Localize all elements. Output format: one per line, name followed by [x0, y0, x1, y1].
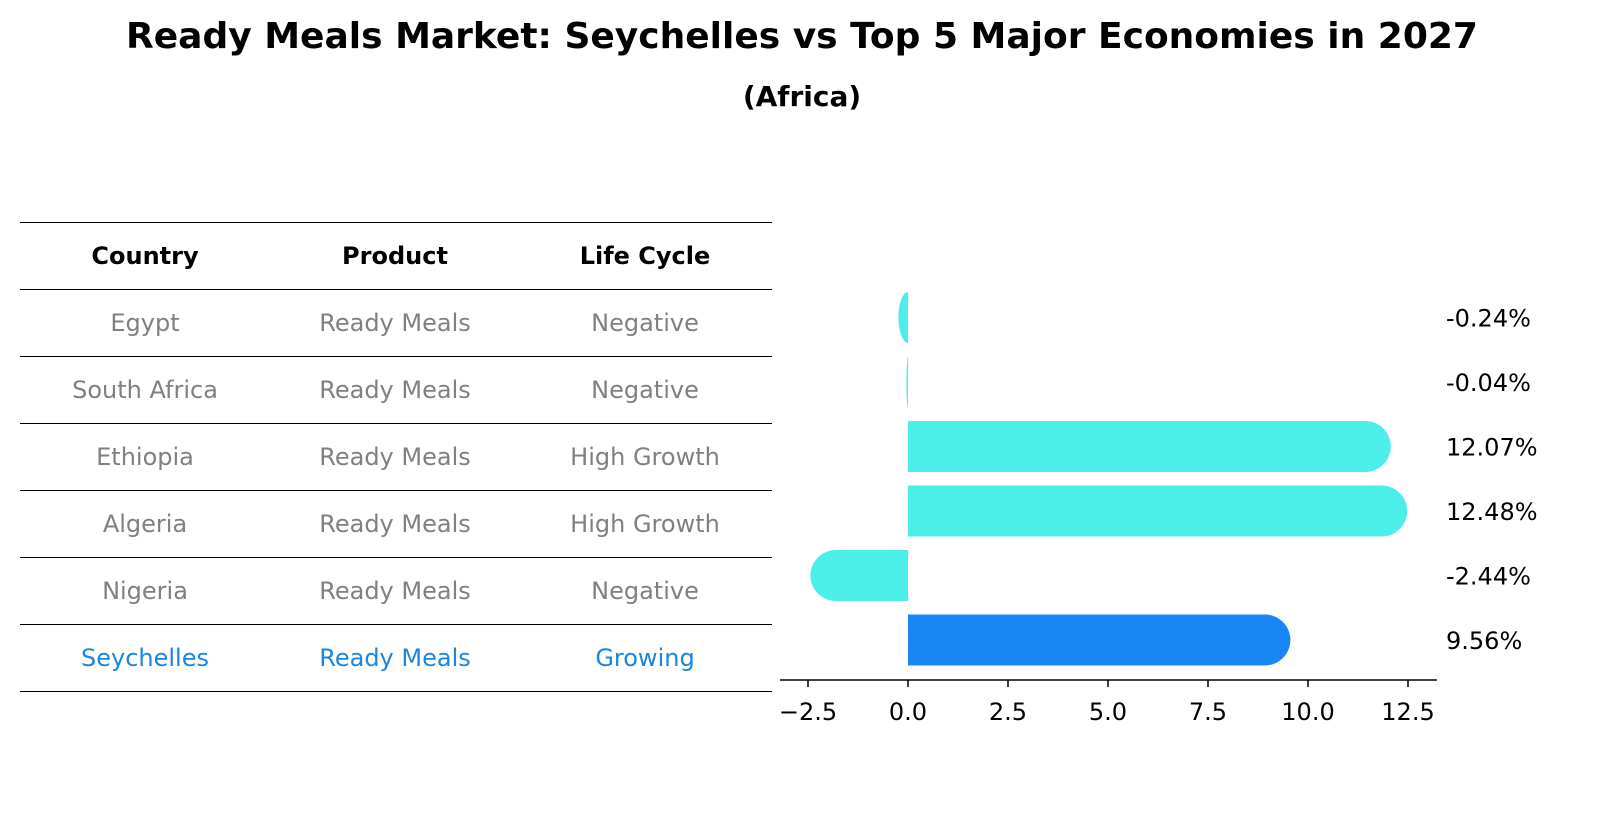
data-label: -2.44% [1446, 563, 1531, 591]
table-row: Egypt Ready Meals Negative [20, 290, 772, 357]
table-row: Ethiopia Ready Meals High Growth [20, 424, 772, 491]
bar-seychelles [908, 614, 1291, 666]
country-cell: Nigeria [102, 577, 188, 605]
chart-title: Ready Meals Market: Seychelles vs Top 5 … [126, 16, 1478, 57]
life-cycle-cell: Negative [591, 577, 699, 605]
table-row: South Africa Ready Meals Negative [20, 357, 772, 424]
bar-ethiopia [908, 421, 1391, 472]
data-label: 12.07% [1446, 434, 1538, 462]
data-label: -0.24% [1446, 305, 1531, 333]
product-cell: Ready Meals [319, 510, 471, 538]
x-tick-label: 10.0 [1281, 698, 1334, 726]
life-cycle-cell: High Growth [570, 443, 720, 471]
life-cycle-cell: Negative [591, 309, 699, 337]
table-header-row: Country Product Life Cycle [20, 222, 772, 290]
product-cell: Ready Meals [319, 376, 471, 404]
product-cell: Ready Meals [319, 443, 471, 471]
bar-egypt [898, 292, 908, 343]
bar-chart: -0.24% -0.04% 12.07% 12.48% -2.44% 9.56% −2.5 0… [780, 292, 1538, 726]
data-label: -0.04% [1446, 369, 1531, 397]
table-row-highlight: Seychelles Ready Meals Growing [20, 625, 772, 692]
chart-subtitle: (Africa) [742, 80, 862, 113]
product-cell: Ready Meals [319, 309, 471, 337]
bar-south-africa [906, 356, 908, 408]
life-cycle-cell: Growing [595, 644, 695, 672]
data-label: 9.56% [1446, 627, 1522, 655]
country-cell: Seychelles [81, 644, 209, 672]
country-cell: South Africa [72, 376, 218, 404]
x-tick-label: 0.0 [889, 698, 927, 726]
country-cell: Ethiopia [96, 443, 194, 471]
bar-algeria [908, 485, 1408, 537]
table-row: Algeria Ready Meals High Growth [20, 491, 772, 558]
header-country: Country [91, 242, 199, 270]
life-cycle-cell: High Growth [570, 510, 720, 538]
x-tick-label: 12.5 [1381, 698, 1434, 726]
life-cycle-cell: Negative [591, 376, 699, 404]
data-label: 12.48% [1446, 498, 1538, 526]
country-cell: Algeria [102, 510, 188, 538]
x-tick-label: 5.0 [1089, 698, 1127, 726]
product-cell: Ready Meals [319, 577, 471, 605]
header-product: Product [342, 242, 448, 270]
x-tick-label: 7.5 [1189, 698, 1227, 726]
bar-nigeria [810, 550, 908, 601]
market-table: Country Product Life Cycle Egypt Ready M… [20, 222, 772, 692]
header-life-cycle: Life Cycle [579, 242, 711, 270]
table-row: Nigeria Ready Meals Negative [20, 558, 772, 625]
product-cell: Ready Meals [319, 644, 471, 672]
x-tick-label: 2.5 [989, 698, 1027, 726]
x-tick-label: −2.5 [780, 698, 837, 726]
country-cell: Egypt [110, 309, 180, 337]
